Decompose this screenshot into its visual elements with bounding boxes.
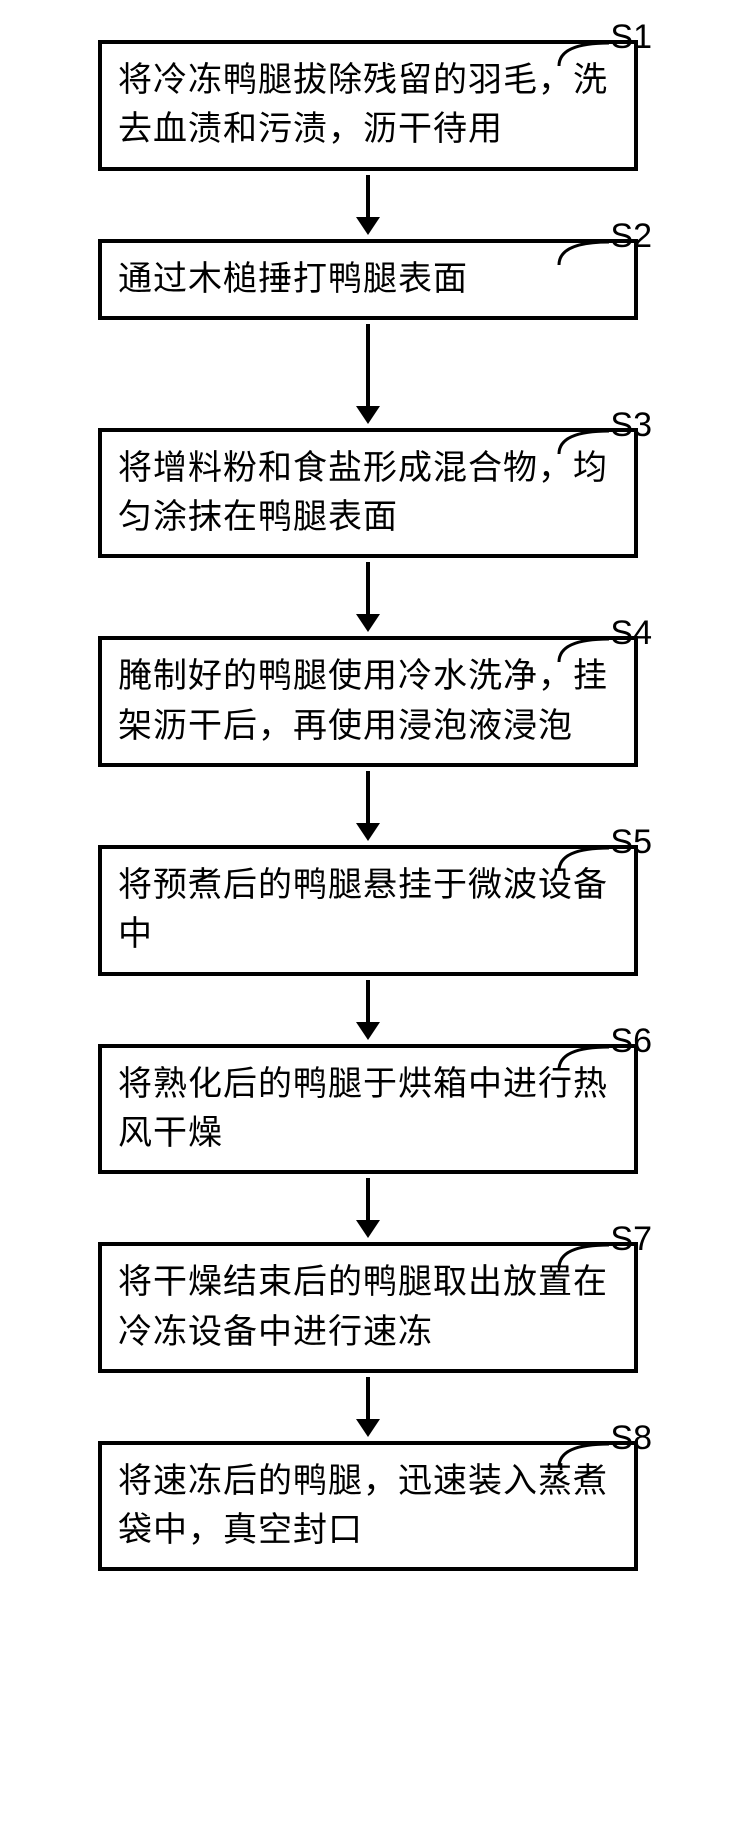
step-label: S3	[610, 406, 652, 445]
step-s7: S7 将干燥结束后的鸭腿取出放置在冷冻设备中进行速冻	[60, 1242, 676, 1373]
arrow-icon	[356, 771, 380, 841]
step-label: S8	[610, 1419, 652, 1458]
label-connector-icon	[554, 1439, 614, 1469]
step-s3: S3 将增料粉和食盐形成混合物，均匀涂抹在鸭腿表面	[60, 428, 676, 559]
step-s1: S1 将冷冻鸭腿拔除残留的羽毛，洗去血渍和污渍，沥干待用	[60, 40, 676, 171]
step-s6: S6 将熟化后的鸭腿于烘箱中进行热风干燥	[60, 1044, 676, 1175]
step-label: S2	[610, 217, 652, 256]
step-label: S1	[610, 18, 652, 57]
arrow-icon	[356, 1377, 380, 1437]
step-s4: S4 腌制好的鸭腿使用冷水洗净，挂架沥干后，再使用浸泡液浸泡	[60, 636, 676, 767]
arrow-icon	[356, 324, 380, 424]
arrow-icon	[356, 1178, 380, 1238]
step-label: S6	[610, 1022, 652, 1061]
label-connector-icon	[554, 38, 614, 68]
step-label: S4	[610, 614, 652, 653]
arrow-icon	[356, 980, 380, 1040]
label-connector-icon	[554, 426, 614, 456]
arrow-icon	[356, 175, 380, 235]
label-connector-icon	[554, 1042, 614, 1072]
label-connector-icon	[554, 634, 614, 664]
step-label: S7	[610, 1220, 652, 1259]
label-connector-icon	[554, 1240, 614, 1270]
step-s5: S5 将预煮后的鸭腿悬挂于微波设备中	[60, 845, 676, 976]
step-label: S5	[610, 823, 652, 862]
arrow-icon	[356, 562, 380, 632]
step-s8: S8 将速冻后的鸭腿，迅速装入蒸煮袋中，真空封口	[60, 1441, 676, 1572]
step-s2: S2 通过木槌捶打鸭腿表面	[60, 239, 676, 320]
flowchart-container: S1 将冷冻鸭腿拔除残留的羽毛，洗去血渍和污渍，沥干待用 S2 通过木槌捶打鸭腿…	[60, 40, 676, 1571]
label-connector-icon	[554, 843, 614, 873]
label-connector-icon	[554, 237, 614, 267]
